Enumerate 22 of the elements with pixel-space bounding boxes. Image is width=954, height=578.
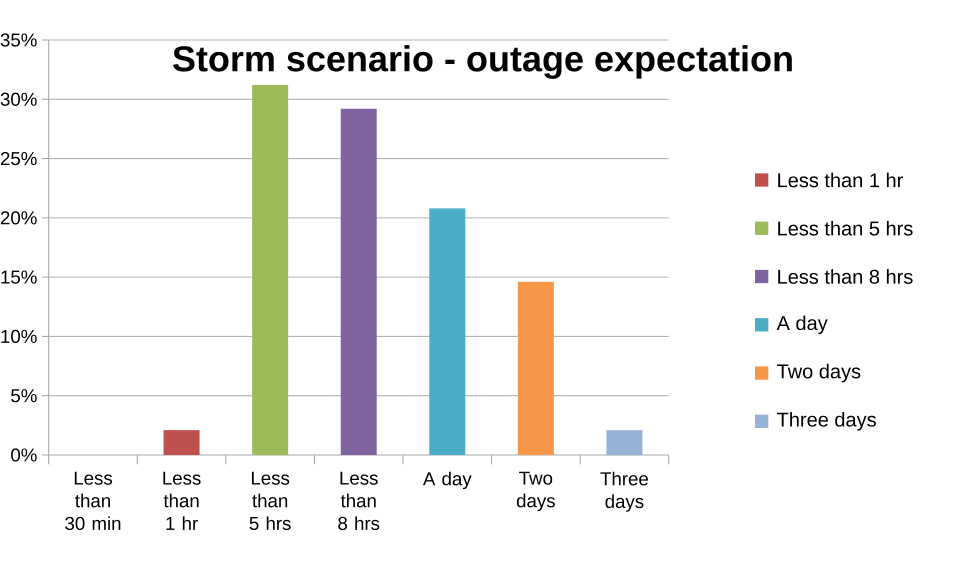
legend-label: A day [776,315,828,334]
x-tick-label: Less than 30 min [65,472,120,530]
y-tick-label: 10% [1,330,37,344]
x-tick-label: A day [422,472,472,490]
x-tick-label: Two days [516,472,555,512]
chart-title: Storm scenario - outage expectation [172,45,792,79]
legend-label: Less than 8 hrs [778,269,913,284]
y-tick-label: 25% [0,152,37,166]
y-tick-label: 20% [0,211,37,224]
y-tick-label: 15% [1,270,37,284]
y-tick-label: 30% [0,92,37,106]
y-tick-label: 5% [11,389,37,402]
legend-label: Three days [777,412,876,431]
y-tick-label: 0% [11,448,37,462]
y-tick-label: 35% [0,33,37,47]
legend-label: Less than 1 hr [778,172,903,188]
x-tick-label: Three days [600,472,648,512]
x-tick-label: Less than 8 hrs [338,472,380,530]
x-tick-label: Less than 1 hr [163,472,201,530]
legend-label: Less than 5 hrs [778,220,913,236]
legend-label: Two days [777,364,860,382]
x-tick-label: Less than 5 hrs [250,472,291,530]
